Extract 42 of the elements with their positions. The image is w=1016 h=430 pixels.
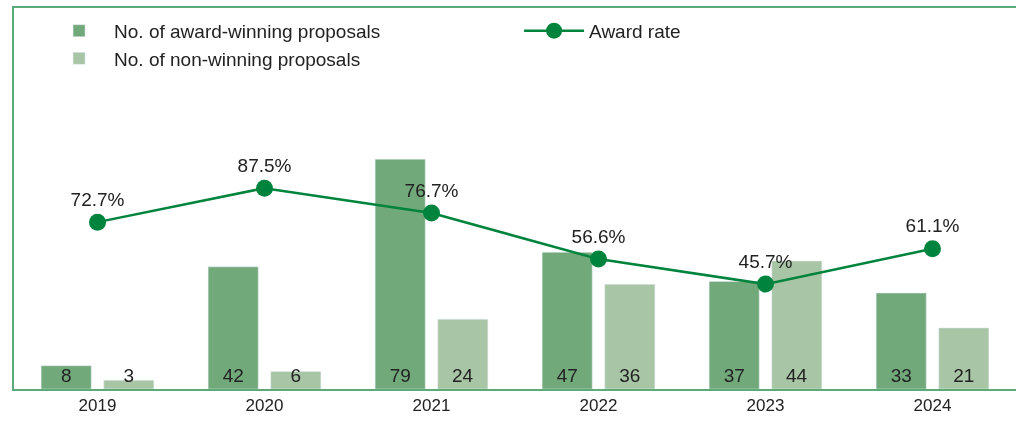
bar <box>103 380 155 389</box>
legend-label: No. of non-winning proposals <box>114 48 361 70</box>
data-label: 61.1% <box>905 215 960 237</box>
bar <box>604 284 656 389</box>
x-tick-label: 2019 <box>78 396 117 416</box>
bar <box>875 292 927 389</box>
data-label: 44 <box>786 365 808 386</box>
data-label: 56.6% <box>571 225 626 247</box>
data-label: 42 <box>222 365 244 386</box>
x-tick-label: 2022 <box>579 396 618 416</box>
x-tick-label: 2020 <box>245 396 284 416</box>
data-label: 87.5% <box>237 154 292 176</box>
bar <box>437 318 489 389</box>
bar <box>270 371 322 389</box>
point <box>757 275 774 293</box>
data-label: 36 <box>619 365 641 386</box>
bar <box>541 252 593 389</box>
legend-label: No. of award-winning proposals <box>114 21 381 43</box>
data-label: 6 <box>290 365 302 386</box>
data-label: 47 <box>556 365 578 386</box>
x-tick-label: 2023 <box>746 396 785 416</box>
data-label: 45.7% <box>738 250 793 272</box>
bar <box>207 266 259 389</box>
data-label: 3 <box>123 365 135 386</box>
legend-label: Award rate <box>589 21 681 43</box>
bar <box>938 327 990 389</box>
point <box>590 250 607 268</box>
data-label: 33 <box>890 365 912 386</box>
bar <box>708 281 760 389</box>
data-label: 21 <box>953 365 975 386</box>
data-label: 37 <box>723 365 745 386</box>
point <box>924 240 941 258</box>
data-label: 72.7% <box>70 188 125 210</box>
bar <box>40 365 92 389</box>
point <box>89 213 106 231</box>
data-label: 79 <box>389 365 411 386</box>
x-tick-label: 2021 <box>412 396 451 416</box>
point <box>423 204 440 222</box>
x-tick-label: 2024 <box>913 396 952 416</box>
point <box>256 179 273 197</box>
data-label: 8 <box>60 365 72 386</box>
data-label: 24 <box>452 365 474 386</box>
